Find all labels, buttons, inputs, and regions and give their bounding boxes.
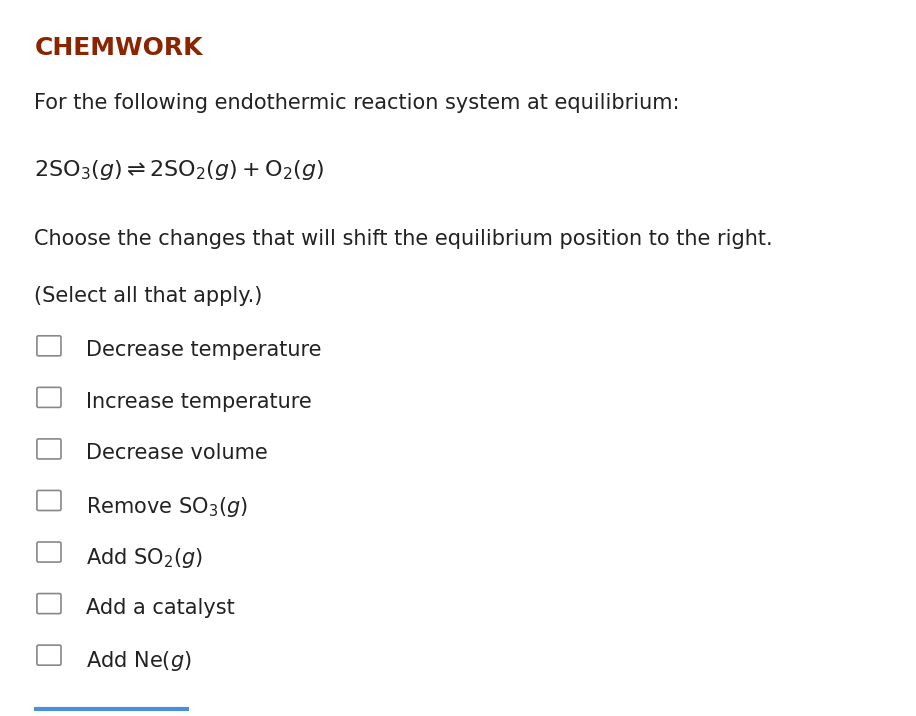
Text: Increase temperature: Increase temperature bbox=[86, 392, 311, 412]
Text: For the following endothermic reaction system at equilibrium:: For the following endothermic reaction s… bbox=[35, 93, 680, 113]
Text: (Select all that apply.): (Select all that apply.) bbox=[35, 286, 263, 306]
Text: $2\mathrm{SO_3}(g) \rightleftharpoons 2\mathrm{SO_2}(g) + \mathrm{O_2}(g)$: $2\mathrm{SO_3}(g) \rightleftharpoons 2\… bbox=[35, 158, 325, 182]
Text: CHEMWORK: CHEMWORK bbox=[35, 36, 202, 60]
FancyBboxPatch shape bbox=[37, 336, 61, 356]
FancyBboxPatch shape bbox=[37, 490, 61, 511]
FancyBboxPatch shape bbox=[37, 439, 61, 459]
Text: Decrease temperature: Decrease temperature bbox=[86, 340, 322, 360]
Text: Choose the changes that will shift the equilibrium position to the right.: Choose the changes that will shift the e… bbox=[35, 229, 773, 249]
FancyBboxPatch shape bbox=[37, 542, 61, 562]
Text: Add $\mathrm{SO_2}(g)$: Add $\mathrm{SO_2}(g)$ bbox=[86, 546, 202, 571]
FancyBboxPatch shape bbox=[37, 387, 61, 407]
FancyBboxPatch shape bbox=[37, 594, 61, 614]
FancyBboxPatch shape bbox=[37, 645, 61, 665]
Text: Decrease volume: Decrease volume bbox=[86, 443, 267, 463]
Text: Add a catalyst: Add a catalyst bbox=[86, 598, 234, 618]
Text: Add Ne$(g)$: Add Ne$(g)$ bbox=[86, 649, 191, 674]
Text: Remove $\mathrm{SO_3}(g)$: Remove $\mathrm{SO_3}(g)$ bbox=[86, 495, 247, 519]
